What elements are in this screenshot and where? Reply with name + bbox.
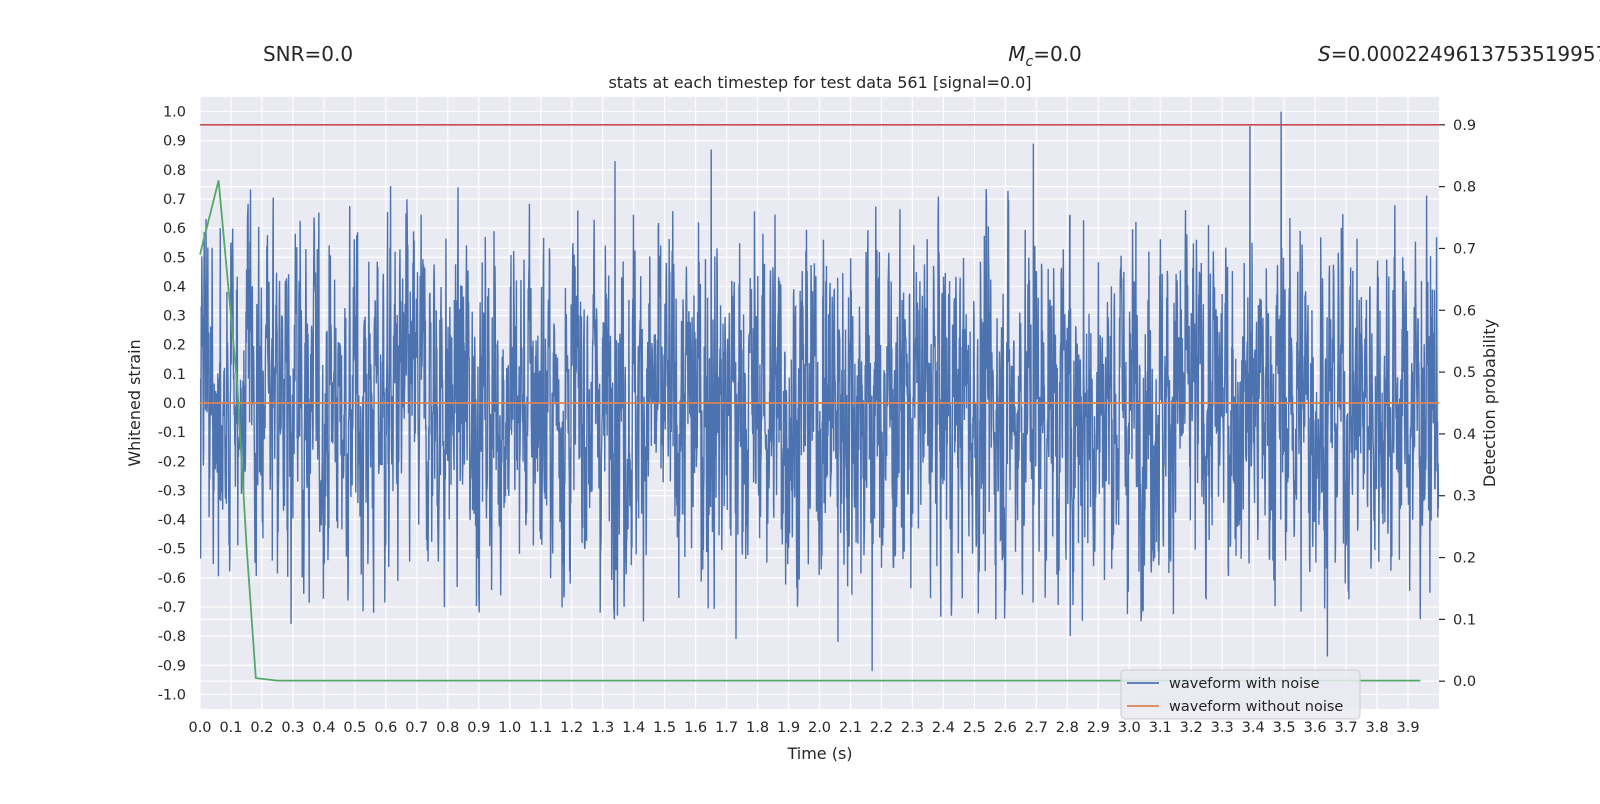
y2-tick-label: 0.5 xyxy=(1453,365,1476,381)
x-tick-label: 2.1 xyxy=(839,720,862,736)
y-tick-label: -0.4 xyxy=(158,513,186,529)
y-tick-label: -0.3 xyxy=(158,483,186,499)
y-tick-label: 0.4 xyxy=(163,279,186,295)
x-tick-label: 0.4 xyxy=(312,720,335,736)
x-tick-label: 0.6 xyxy=(374,720,397,736)
y-tick-label: 0.1 xyxy=(163,367,186,383)
legend-box xyxy=(1120,669,1361,720)
y2-tick-label: 0.1 xyxy=(1453,612,1476,628)
x-tick-label: 3.0 xyxy=(1118,720,1141,736)
x-tick-label: 3.7 xyxy=(1335,720,1358,736)
x-tick-label: 1.0 xyxy=(498,720,521,736)
y-tick-label: -0.5 xyxy=(158,542,186,558)
x-tick-label: 2.7 xyxy=(1025,720,1048,736)
y2-tick-label: 0.0 xyxy=(1453,674,1476,690)
legend-label-noisy: waveform with noise xyxy=(1169,676,1320,692)
x-tick-label: 3.8 xyxy=(1366,720,1389,736)
x-axis-ticks: 0.0 0.1 0.2 0.3 0.4 0.5 0.6 0.7 0.8 0.9 1.0 1.1 1.2 1… xyxy=(188,720,1419,736)
x-tick-label: 1.7 xyxy=(715,720,738,736)
y-tick-label: 0.0 xyxy=(163,396,186,412)
y-tick-label: 1.0 xyxy=(163,105,186,121)
y2-axis-label: Detection probability xyxy=(1480,319,1499,487)
x-tick-label: 1.6 xyxy=(684,720,707,736)
x-tick-label: 0.3 xyxy=(281,720,304,736)
y2-tick-label: 0.3 xyxy=(1453,489,1476,505)
x-tick-label: 2.3 xyxy=(901,720,924,736)
x-tick-label: 3.4 xyxy=(1242,720,1265,736)
x-tick-label: 0.5 xyxy=(343,720,366,736)
y-tick-label: 0.7 xyxy=(163,192,186,208)
x-tick-label: 2.4 xyxy=(932,720,955,736)
x-tick-label: 0.1 xyxy=(219,720,242,736)
x-tick-label: 1.5 xyxy=(653,720,676,736)
y-tick-label: -0.6 xyxy=(158,571,186,587)
y-tick-label: -0.7 xyxy=(158,600,186,616)
x-tick-label: 0.7 xyxy=(405,720,428,736)
y-tick-label: 0.8 xyxy=(163,163,186,179)
y2-tick-label: 0.4 xyxy=(1453,427,1476,443)
x-tick-label: 0.9 xyxy=(467,720,490,736)
x-tick-label: 1.2 xyxy=(560,720,583,736)
y-tick-label: -1.0 xyxy=(158,687,186,703)
x-tick-label: 2.6 xyxy=(994,720,1017,736)
x-tick-label: 3.2 xyxy=(1180,720,1203,736)
snr-label: SNR=0.0 xyxy=(263,42,353,66)
x-tick-label: 1.9 xyxy=(777,720,800,736)
y2-tick-label: 0.9 xyxy=(1453,118,1476,134)
x-tick-label: 3.1 xyxy=(1149,720,1172,736)
x-tick-label: 2.0 xyxy=(808,720,831,736)
x-tick-label: 0.2 xyxy=(250,720,273,736)
y-axis-ticks: 1.0 0.9 0.8 0.7 0.6 0.5 0.4 0.3 0.2 0.1 0.0 -0.1 -0.… xyxy=(158,105,186,704)
x-tick-label: 2.2 xyxy=(870,720,893,736)
y-tick-label: 0.6 xyxy=(163,221,186,237)
x-tick-label: 1.1 xyxy=(529,720,552,736)
y-tick-label: -0.9 xyxy=(158,658,186,674)
y2-tick-label: 0.6 xyxy=(1453,303,1476,319)
y-tick-label: -0.2 xyxy=(158,454,186,470)
waveform-noisy-group xyxy=(200,111,1439,672)
x-tick-label: 1.3 xyxy=(591,720,614,736)
legend-label-clean: waveform without noise xyxy=(1169,699,1343,715)
x-tick-label: 2.9 xyxy=(1087,720,1110,736)
x-tick-label: 1.8 xyxy=(746,720,769,736)
x-tick-label: 0.0 xyxy=(188,720,211,736)
x-tick-label: 3.6 xyxy=(1304,720,1327,736)
y-tick-label: -0.8 xyxy=(158,629,186,645)
waveform-with-noise-line xyxy=(200,111,1439,672)
s-statistic-label: S=0.0002249613753519957 xyxy=(1318,42,1600,66)
x-tick-label: 3.9 xyxy=(1396,720,1419,736)
y-tick-label: 0.5 xyxy=(163,250,186,266)
x-tick-label: 1.4 xyxy=(622,720,645,736)
legend: waveform with noise waveform without noi… xyxy=(1120,669,1361,720)
y-tick-label: 0.9 xyxy=(163,134,186,150)
x-tick-label: 2.8 xyxy=(1056,720,1079,736)
y2-tick-label: 0.2 xyxy=(1453,551,1476,567)
y2-tick-label: 0.7 xyxy=(1453,241,1476,257)
x-tick-label: 3.5 xyxy=(1273,720,1296,736)
x-tick-label: 0.8 xyxy=(436,720,459,736)
y-axis-label: Whitened strain xyxy=(125,339,144,466)
x-tick-label: 2.5 xyxy=(963,720,986,736)
detection-probability-line xyxy=(199,180,1421,682)
x-tick-label: 3.3 xyxy=(1211,720,1234,736)
chart-title: stats at each timestep for test data 561… xyxy=(608,73,1031,92)
y-tick-label: 0.3 xyxy=(163,309,186,325)
y-tick-label: 0.2 xyxy=(163,338,186,354)
y2-axis-ticks: 0.9 0.8 0.7 0.6 0.5 0.4 0.3 0.2 0.1 0.0 xyxy=(1439,118,1476,690)
chirp-mass-label: Mc=0.0 xyxy=(1008,42,1082,70)
y2-tick-label: 0.8 xyxy=(1453,180,1476,196)
x-axis-label: Time (s) xyxy=(786,744,852,763)
y-tick-label: -0.1 xyxy=(158,425,186,441)
